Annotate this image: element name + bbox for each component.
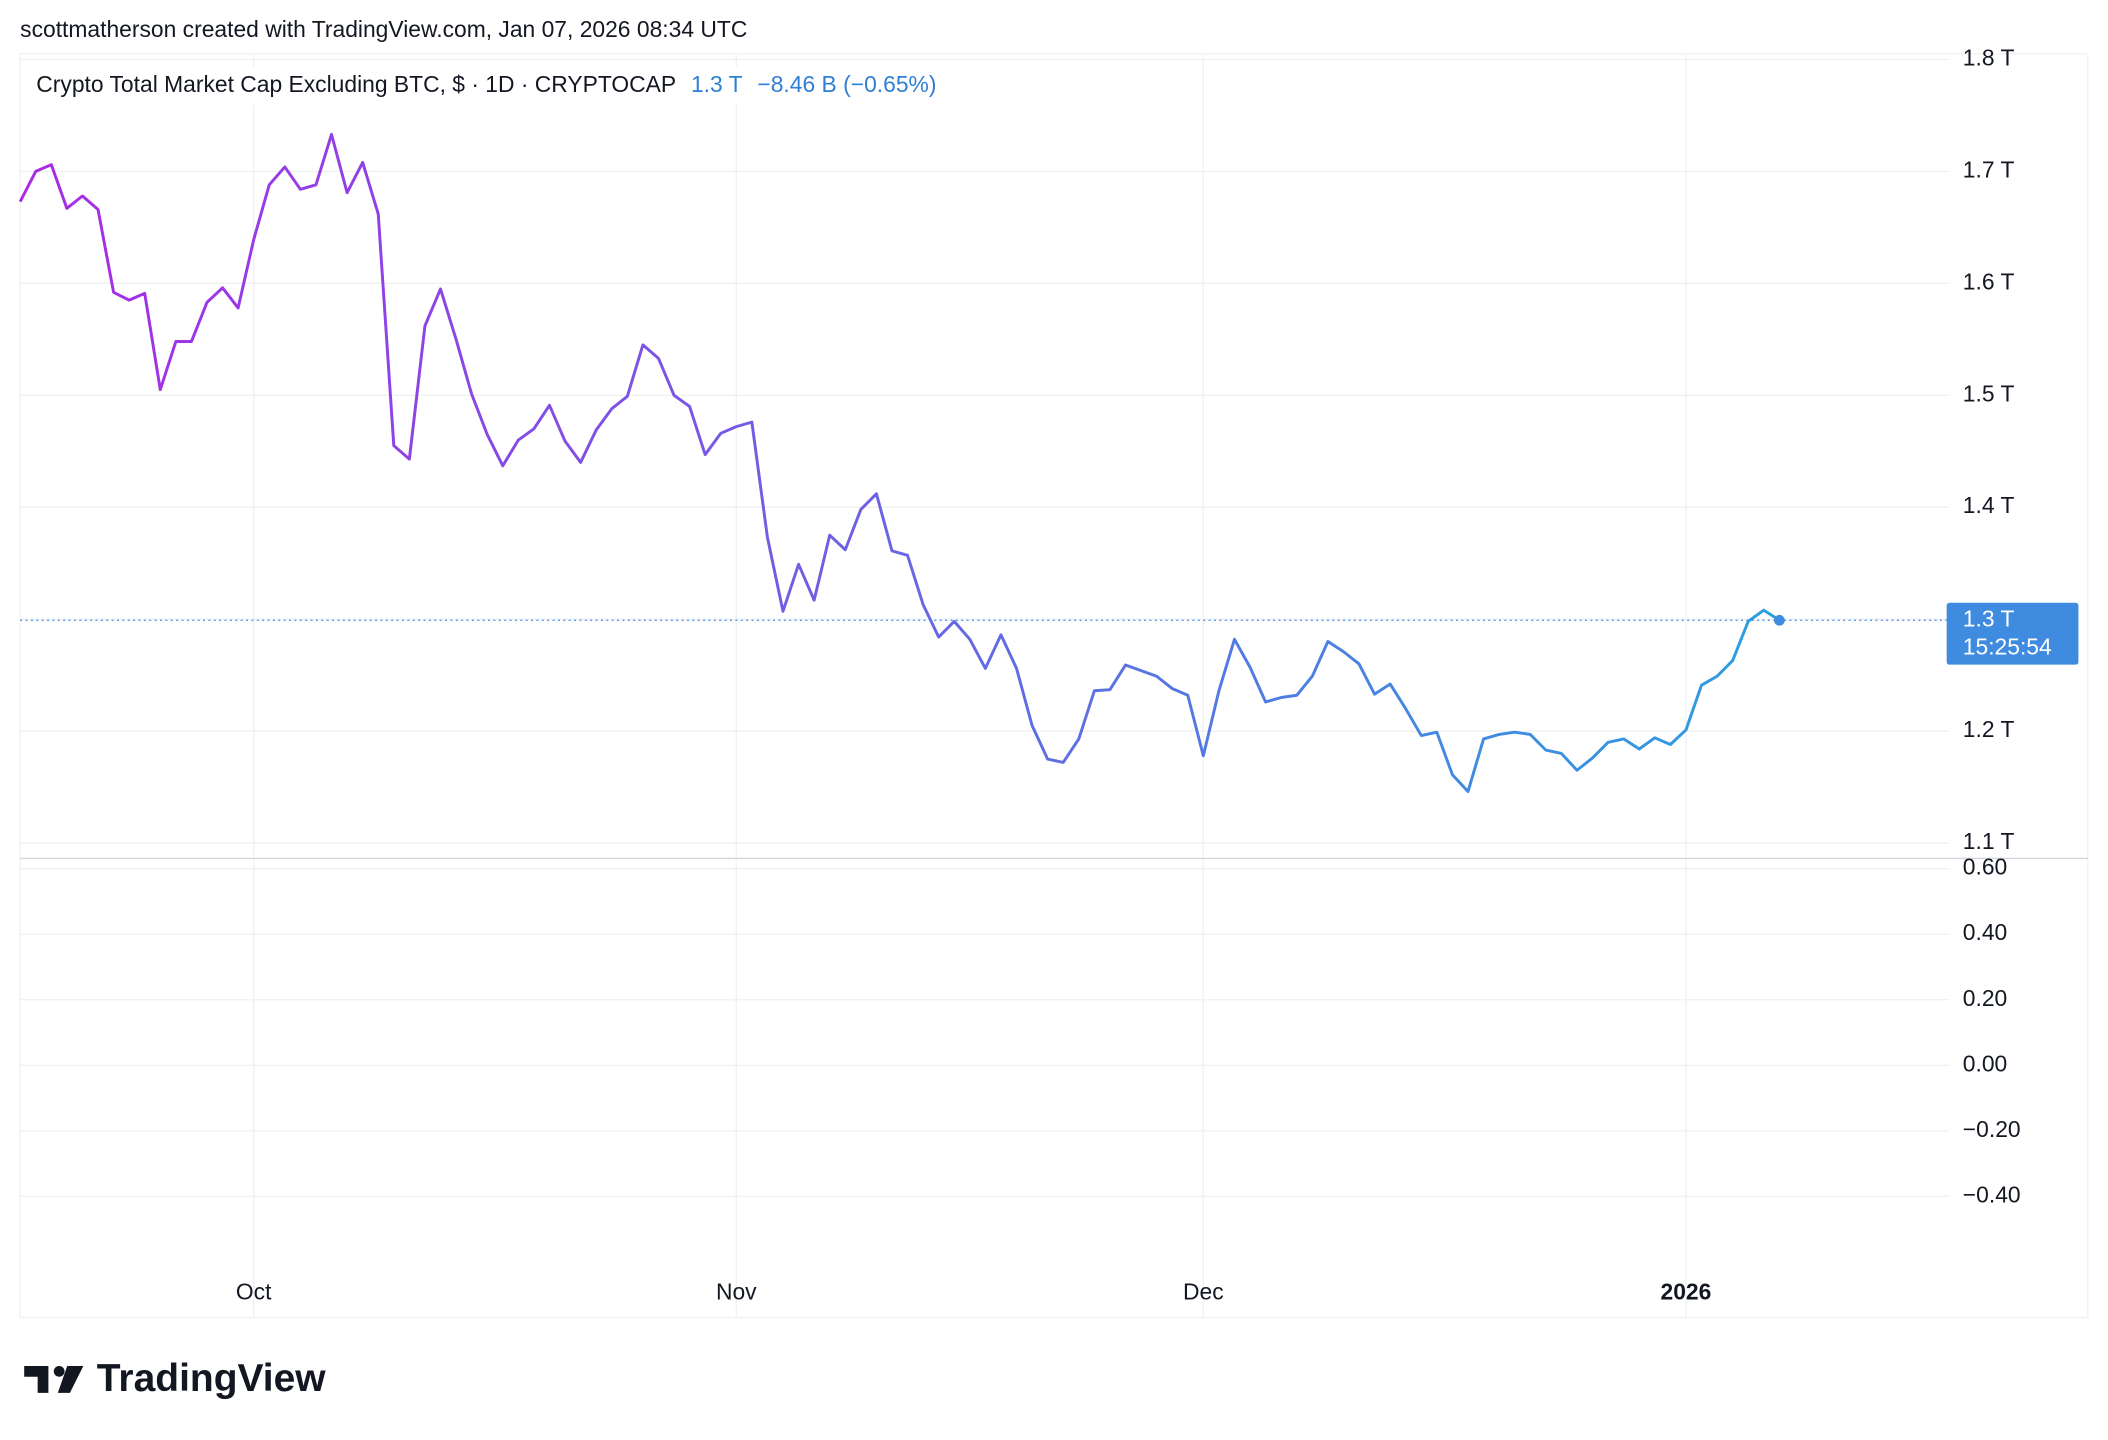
x-tick-label: Dec [1183,1278,1224,1304]
y-tick-label: −0.20 [1963,1116,2021,1142]
y-tick-label: 0.20 [1963,985,2007,1011]
x-tick-label: Oct [236,1278,272,1304]
y-tick-label: 1.1 T [1963,828,2015,854]
logo [24,1365,84,1393]
y-tick-label: 0.60 [1963,854,2007,880]
last-point [1773,614,1785,626]
y-tick-label: −0.40 [1963,1181,2021,1207]
frame [19,53,2089,1319]
x-tick-label: Nov [716,1278,757,1304]
legend-title: Crypto Total Market Cap Excluding BTC, $… [36,71,676,97]
y-tick-label: 0.40 [1963,919,2007,945]
y-tick-label: 1.8 T [1963,44,2015,70]
y-tick-label: 0.00 [1963,1050,2007,1076]
y-tick-label: 1.2 T [1963,716,2015,742]
price-line [18,132,1781,794]
legend-value: −8.46 B (−0.65%) [757,71,936,97]
y-tick-label: 1.4 T [1963,492,2015,518]
header: scottmatherson created with TradingView.… [20,16,747,42]
y-tick-label: 1.7 T [1963,156,2015,182]
price-tag-label: 1.3 T [1963,605,2015,631]
y-tick-label: 1.5 T [1963,380,2015,406]
price-tag [1946,602,2079,665]
brand: TradingView [97,1357,327,1400]
price-tag-countdown: 15:25:54 [1963,634,2052,660]
legend-value: 1.3 T [691,71,743,97]
x-tick-label: 2026 [1661,1278,1712,1304]
y-tick-label: 1.6 T [1963,268,2015,294]
legend-bg [26,67,1009,105]
